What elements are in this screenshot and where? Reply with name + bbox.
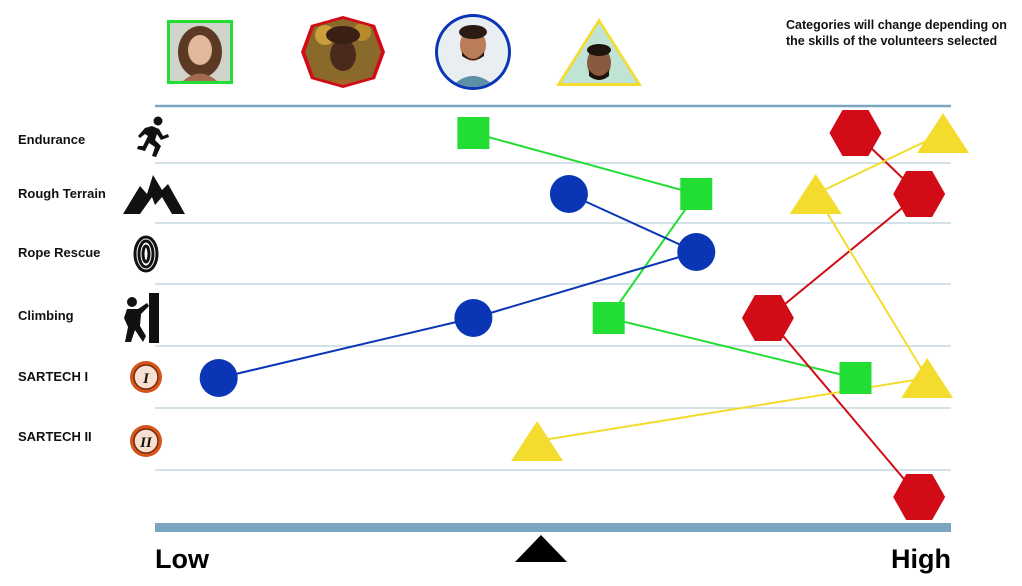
climber-icon <box>124 293 159 343</box>
volunteer-blue-line <box>218 193 700 379</box>
volunteer-red-hexagon-marker[interactable] <box>829 110 882 156</box>
rope-icon <box>133 235 159 273</box>
man-portrait-avatar[interactable] <box>555 18 645 86</box>
mountain-icon <box>123 175 185 214</box>
sartech-2-badge-icon: II <box>130 425 162 457</box>
category-label-climbing: Climbing <box>18 308 74 323</box>
volunteer-red-hexagon-marker[interactable] <box>893 474 946 520</box>
volunteer-blue-circle-marker[interactable] <box>549 175 588 213</box>
category-label-endurance: Endurance <box>18 132 85 147</box>
volunteer-green-square-marker[interactable] <box>680 178 713 210</box>
runner-icon <box>137 116 169 157</box>
volunteer-yellow-triangle-marker[interactable] <box>789 174 842 214</box>
woman-curly-hair-avatar[interactable] <box>167 20 233 84</box>
gridlines <box>155 162 951 471</box>
series-lines <box>218 132 944 498</box>
volunteer-red-hexagon-marker[interactable] <box>893 171 946 217</box>
volunteer-green-square-marker[interactable] <box>457 117 490 149</box>
category-label-sartech-1: SARTECH I <box>18 369 88 384</box>
volunteer-yellow-triangle-marker[interactable] <box>917 113 970 153</box>
volunteer-yellow-triangle-marker[interactable] <box>511 421 564 461</box>
volunteer-yellow-triangle-marker[interactable] <box>901 358 954 398</box>
volunteer-green-line <box>473 132 856 379</box>
volunteer-red-hexagon-marker[interactable] <box>741 295 794 341</box>
series-markers <box>199 110 970 520</box>
volunteer-blue-circle-marker[interactable] <box>677 233 716 271</box>
sartech-1-badge-icon: I <box>130 361 162 393</box>
categories-note: Categories will change depending on the … <box>786 18 1007 48</box>
scale-high-label: High <box>891 544 951 574</box>
svg-text:II: II <box>139 435 153 451</box>
category-label-rough-terrain: Rough Terrain <box>18 186 106 201</box>
volunteer-green-square-marker[interactable] <box>839 362 872 394</box>
skill-scale-axis <box>155 523 951 532</box>
man-beard-avatar[interactable] <box>435 14 511 90</box>
volunteer-blue-circle-marker[interactable] <box>454 299 493 337</box>
category-label-sartech-2: SARTECH II <box>18 429 92 444</box>
svg-text:I: I <box>142 371 150 387</box>
scale-midpoint-marker <box>515 535 567 562</box>
volunteer-red-line <box>766 132 921 498</box>
volunteer-yellow-line <box>536 132 944 442</box>
category-label-rope-rescue: Rope Rescue <box>18 245 100 260</box>
volunteer-green-square-marker[interactable] <box>592 302 625 334</box>
volunteer-blue-circle-marker[interactable] <box>199 359 238 397</box>
woman-braids-avatar[interactable] <box>300 15 390 90</box>
scale-low-label: Low <box>155 544 210 574</box>
